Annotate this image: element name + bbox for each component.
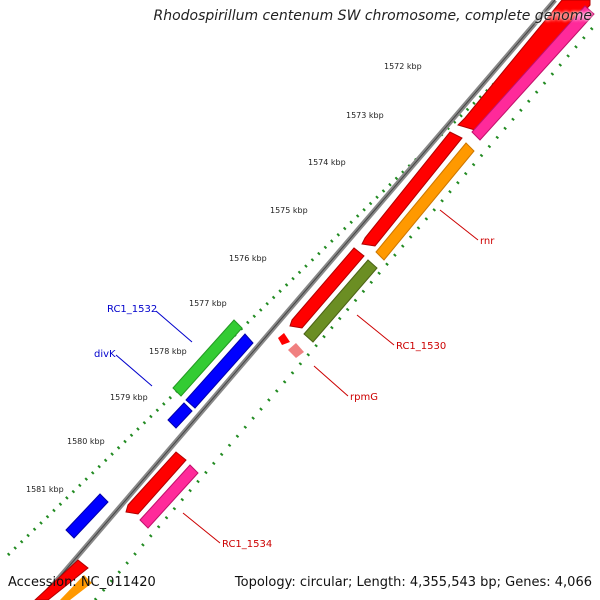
cds-feature-top[interactable]	[457, 0, 591, 131]
callout-rc1-1532	[155, 310, 193, 343]
gene-label-rnr[interactable]: rnr	[480, 236, 495, 247]
tick-label-1574: 1574 kbp	[308, 158, 346, 167]
gene-label-rc1-1532[interactable]: RC1_1532	[107, 304, 157, 315]
gene-label-rpmG[interactable]: rpmG	[350, 392, 378, 403]
genome-summary-text: Topology: circular; Length: 4,355,543 bp…	[234, 575, 592, 590]
callout-rnr	[439, 209, 479, 241]
gene-label-rc1-1534[interactable]: RC1_1534	[222, 539, 272, 550]
map-title: Rhodospirillum centenum SW chromosome, c…	[153, 8, 592, 24]
rna-feature-rpmG[interactable]	[288, 343, 304, 358]
blue-feature-divK[interactable]	[185, 333, 254, 409]
callout-rpmG	[313, 365, 349, 397]
tick-label-1575: 1575 kbp	[270, 206, 308, 215]
orange-feature-rnr[interactable]	[375, 142, 475, 261]
callout-rc1-1530	[356, 314, 395, 346]
cds-feature-bottom[interactable]	[34, 559, 89, 600]
olive-feature-rc1-1530[interactable]	[303, 259, 378, 343]
gene-label-rc1-1530[interactable]: RC1_1530	[396, 341, 446, 352]
cds-feature-rnr[interactable]	[361, 131, 463, 247]
outer-tick-track	[6, 13, 567, 557]
accession-text: Accession: NC_011420	[8, 575, 156, 590]
cds-feature-rc1-1534[interactable]	[125, 451, 187, 515]
green-feature-rc1-1532[interactable]	[172, 319, 243, 397]
tick-label-1573: 1573 kbp	[346, 111, 384, 120]
tick-label-1580: 1580 kbp	[67, 437, 105, 446]
cds-feature-rc1-1530[interactable]	[289, 247, 365, 329]
callout-divK	[115, 354, 153, 387]
tick-label-1577: 1577 kbp	[189, 299, 227, 308]
cds-feature-rpmG[interactable]	[278, 333, 290, 345]
blue-feature-lower[interactable]	[65, 493, 109, 539]
tick-label-1581: 1581 kbp	[26, 485, 64, 494]
tick-label-1576: 1576 kbp	[229, 254, 267, 263]
tick-label-1578: 1578 kbp	[149, 347, 187, 356]
tick-label-1572: 1572 kbp	[384, 62, 422, 71]
rna-feature-top[interactable]	[471, 5, 595, 141]
rna-feature-rc1-1534[interactable]	[139, 464, 199, 529]
tick-label-1579: 1579 kbp	[110, 393, 148, 402]
inner-tick-track	[93, 24, 597, 600]
rna-feature-bottom[interactable]	[60, 575, 92, 600]
blue-feature-small[interactable]	[167, 402, 193, 429]
callout-rc1-1534	[182, 512, 221, 544]
chromosome-backbone-edge	[39, 0, 556, 600]
gene-label-divK[interactable]: divK	[94, 349, 116, 360]
